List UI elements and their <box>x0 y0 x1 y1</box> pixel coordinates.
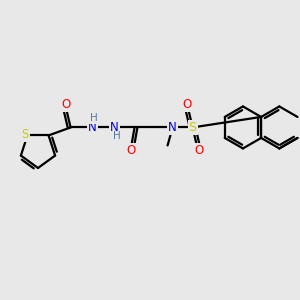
Text: N: N <box>88 121 97 134</box>
Text: H: H <box>113 131 121 141</box>
Text: H: H <box>90 113 98 123</box>
Text: O: O <box>126 144 135 157</box>
Text: N: N <box>110 121 119 134</box>
Text: O: O <box>182 98 191 111</box>
Text: O: O <box>194 144 203 157</box>
Text: S: S <box>22 128 29 141</box>
Text: O: O <box>61 98 70 111</box>
Text: N: N <box>168 121 177 134</box>
Text: S: S <box>189 121 196 134</box>
